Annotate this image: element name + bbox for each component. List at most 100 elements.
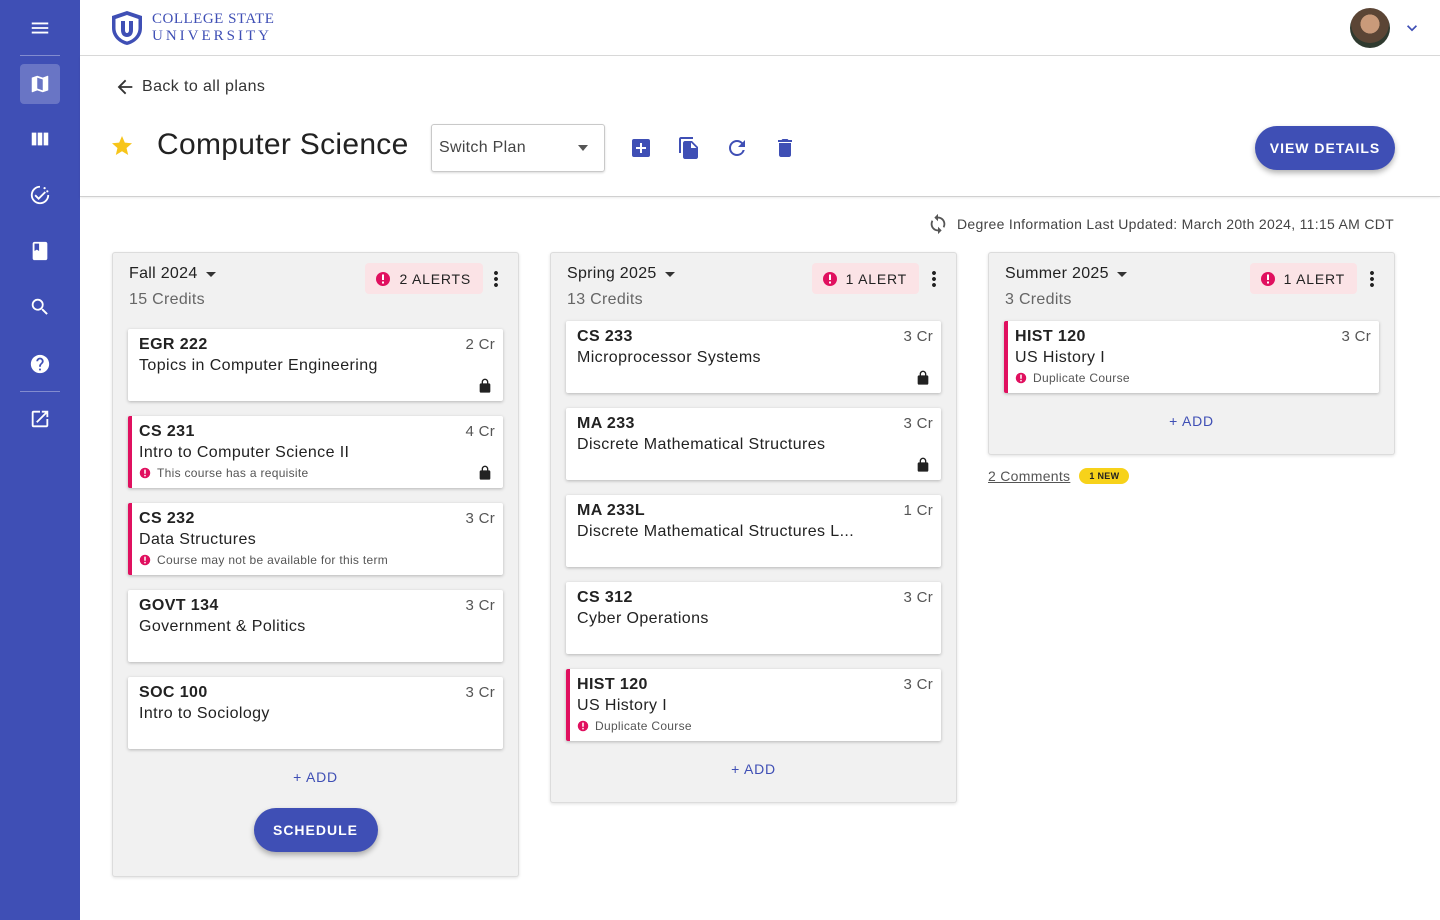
top-bar: COLLEGE STATE UNIVERSITY bbox=[80, 0, 1440, 56]
last-updated-text: Degree Information Last Updated: March 2… bbox=[956, 216, 1394, 232]
back-label: Back to all plans bbox=[142, 78, 266, 95]
lock-icon bbox=[477, 378, 493, 394]
sync-icon[interactable] bbox=[927, 213, 949, 235]
course-credits: 1 Cr bbox=[903, 502, 933, 519]
alerts-chip[interactable]: 1 ALERT bbox=[811, 263, 919, 294]
course-warning-text: Duplicate Course bbox=[595, 719, 692, 733]
course-card[interactable]: GOVT 134 Government & Politics 3 Cr bbox=[128, 590, 503, 662]
course-card[interactable]: CS 312 Cyber Operations 3 Cr bbox=[566, 582, 941, 654]
alerts-label: 1 ALERT bbox=[845, 270, 907, 287]
back-link[interactable]: Back to all plans bbox=[114, 76, 265, 98]
copy-icon[interactable] bbox=[677, 136, 701, 160]
term-selector[interactable]: Spring 2025 bbox=[567, 265, 675, 283]
map-icon[interactable] bbox=[20, 64, 60, 104]
page-title: Computer Science bbox=[157, 128, 409, 161]
term-selector[interactable]: Fall 2024 bbox=[129, 265, 216, 283]
course-code: HIST 120 bbox=[577, 676, 648, 693]
course-card[interactable]: CS 233 Microprocessor Systems 3 Cr bbox=[566, 321, 941, 393]
course-name: Data Structures bbox=[139, 531, 257, 548]
more-vert-icon[interactable] bbox=[1360, 267, 1384, 291]
help-icon[interactable] bbox=[20, 344, 60, 384]
course-code: EGR 222 bbox=[139, 336, 208, 353]
schedule-button[interactable]: SCHEDULE bbox=[253, 808, 378, 852]
alerts-chip[interactable]: 1 ALERT bbox=[1249, 263, 1357, 294]
alerts-label: 1 ALERT bbox=[1283, 270, 1345, 287]
sidebar bbox=[0, 0, 80, 920]
course-name: US History I bbox=[577, 697, 668, 714]
course-code: CS 231 bbox=[139, 423, 195, 440]
alerts-chip[interactable]: 2 ALERTS bbox=[365, 263, 483, 294]
chevron-down-icon[interactable] bbox=[1402, 18, 1422, 38]
course-warning: Duplicate Course bbox=[1015, 371, 1130, 385]
star-icon[interactable] bbox=[110, 134, 134, 158]
course-credits: 2 Cr bbox=[465, 336, 495, 353]
plan-header: Back to all plans Computer Science Switc… bbox=[80, 56, 1440, 197]
course-name: Discrete Mathematical Structures L... bbox=[577, 523, 855, 540]
course-name: Discrete Mathematical Structures bbox=[577, 436, 826, 453]
error-icon bbox=[376, 271, 391, 286]
course-card[interactable]: HIST 120 US History I 3 Cr Duplicate Cou… bbox=[566, 669, 941, 741]
course-credits: 3 Cr bbox=[903, 328, 933, 345]
add-box-icon[interactable] bbox=[629, 136, 653, 160]
term-name: Spring 2025 bbox=[567, 265, 657, 282]
course-name: Government & Politics bbox=[139, 618, 306, 635]
new-badge: 1 NEW bbox=[1079, 468, 1130, 484]
more-vert-icon[interactable] bbox=[922, 267, 946, 291]
menu-icon[interactable] bbox=[20, 8, 60, 48]
error-icon bbox=[822, 271, 837, 286]
delete-icon[interactable] bbox=[773, 136, 797, 160]
course-warning-text: This course has a requisite bbox=[157, 466, 309, 480]
add-course-button[interactable]: + ADD bbox=[731, 761, 776, 777]
view-details-button[interactable]: VIEW DETAILS bbox=[1255, 126, 1395, 170]
course-warning-text: Course may not be available for this ter… bbox=[157, 553, 389, 567]
course-name: Intro to Sociology bbox=[139, 705, 270, 722]
course-name: Microprocessor Systems bbox=[577, 349, 761, 366]
course-warning-text: Duplicate Course bbox=[1033, 371, 1130, 385]
course-code: HIST 120 bbox=[1015, 328, 1086, 345]
course-name: Topics in Computer Engineering bbox=[139, 357, 378, 374]
course-code: CS 312 bbox=[577, 589, 633, 606]
term-credits: 13 Credits bbox=[567, 291, 643, 308]
course-code: CS 233 bbox=[577, 328, 633, 345]
course-card[interactable]: MA 233L Discrete Mathematical Structures… bbox=[566, 495, 941, 567]
avatar[interactable] bbox=[1350, 8, 1390, 48]
course-credits: 3 Cr bbox=[465, 597, 495, 614]
sidebar-divider bbox=[20, 55, 60, 56]
course-warning: Course may not be available for this ter… bbox=[139, 553, 388, 567]
course-card[interactable]: CS 232 Data Structures 3 Cr Course may n… bbox=[128, 503, 503, 575]
course-card[interactable]: CS 231 Intro to Computer Science II 4 Cr… bbox=[128, 416, 503, 488]
lock-icon bbox=[915, 457, 931, 473]
course-card[interactable]: SOC 100 Intro to Sociology 3 Cr bbox=[128, 677, 503, 749]
term-name: Summer 2025 bbox=[1005, 265, 1109, 282]
course-credits: 3 Cr bbox=[903, 415, 933, 432]
more-vert-icon[interactable] bbox=[484, 267, 508, 291]
term-credits: 15 Credits bbox=[129, 291, 205, 308]
book-icon[interactable] bbox=[20, 231, 60, 271]
course-card[interactable]: HIST 120 US History I 3 Cr Duplicate Cou… bbox=[1004, 321, 1379, 393]
course-credits: 3 Cr bbox=[903, 589, 933, 606]
comments-section: 2 Comments 1 NEW bbox=[988, 468, 1130, 484]
check-circle-icon[interactable] bbox=[20, 175, 60, 215]
search-icon[interactable] bbox=[20, 287, 60, 327]
switch-plan-select[interactable]: Switch Plan bbox=[431, 124, 605, 172]
logo-line-1: COLLEGE STATE bbox=[152, 11, 275, 27]
add-course-button[interactable]: + ADD bbox=[293, 769, 338, 785]
open-external-icon[interactable] bbox=[20, 399, 60, 439]
course-credits: 3 Cr bbox=[903, 676, 933, 693]
columns-icon[interactable] bbox=[20, 119, 60, 159]
comments-link[interactable]: 2 Comments bbox=[988, 468, 1071, 484]
term-column: Summer 2025 3 Credits 1 ALERT HIST 120 U… bbox=[988, 252, 1395, 455]
course-warning: Duplicate Course bbox=[577, 719, 692, 733]
term-column: Spring 2025 13 Credits 1 ALERT CS 233 Mi… bbox=[550, 252, 957, 803]
error-icon bbox=[1015, 372, 1027, 384]
course-card[interactable]: EGR 222 Topics in Computer Engineering 2… bbox=[128, 329, 503, 401]
course-code: MA 233 bbox=[577, 415, 635, 432]
university-logo[interactable]: COLLEGE STATE UNIVERSITY bbox=[110, 10, 274, 46]
add-course-button[interactable]: + ADD bbox=[1169, 413, 1214, 429]
course-card[interactable]: MA 233 Discrete Mathematical Structures … bbox=[566, 408, 941, 480]
refresh-icon[interactable] bbox=[725, 136, 749, 160]
error-icon bbox=[139, 467, 151, 479]
dropdown-caret-icon bbox=[205, 271, 216, 277]
sidebar-divider bbox=[20, 391, 60, 392]
term-selector[interactable]: Summer 2025 bbox=[1005, 265, 1127, 283]
